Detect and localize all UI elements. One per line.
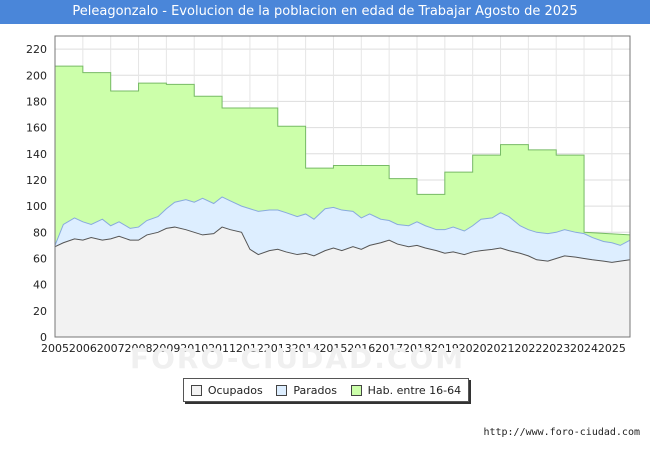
y-tick-label: 40 xyxy=(33,279,47,292)
x-tick-label: 2023 xyxy=(542,342,570,355)
plot-border xyxy=(54,35,631,338)
legend-swatch-hab xyxy=(350,384,362,396)
legend-item-ocupados: Ocupados xyxy=(190,383,263,397)
legend-label-hab: Hab. entre 16-64 xyxy=(367,383,462,397)
x-tick-label: 2024 xyxy=(570,342,598,355)
x-tick-label: 2006 xyxy=(69,342,97,355)
x-tick-label: 2015 xyxy=(319,342,347,355)
x-tick-label: 2005 xyxy=(41,342,69,355)
x-tick-label: 2018 xyxy=(403,342,431,355)
x-tick-label: 2017 xyxy=(375,342,403,355)
x-tick-label: 2014 xyxy=(292,342,320,355)
y-tick-label: 140 xyxy=(26,148,47,161)
y-tick-label: 120 xyxy=(26,174,47,187)
x-tick-label: 2011 xyxy=(208,342,236,355)
legend-item-parados: Parados xyxy=(276,384,337,397)
chart-title: Peleagonzalo - Evolucion de la poblacion… xyxy=(0,0,650,24)
x-tick-label: 2009 xyxy=(152,342,180,355)
legend-swatch-parados xyxy=(276,384,288,396)
x-tick-label: 2025 xyxy=(598,342,626,355)
chart-legend: Ocupados Parados Hab. entre 16-64 xyxy=(183,378,469,402)
x-tick-label: 2007 xyxy=(97,342,125,355)
x-tick-label: 2010 xyxy=(180,342,208,355)
y-tick-label: 60 xyxy=(33,252,47,265)
legend-swatch-ocupados xyxy=(190,384,202,396)
x-tick-label: 2008 xyxy=(125,342,153,355)
x-tick-label: 2016 xyxy=(347,342,375,355)
series-area-ocupados xyxy=(55,227,630,337)
x-tick-label: 2021 xyxy=(487,342,515,355)
legend-label-ocupados: Ocupados xyxy=(207,383,263,397)
x-tick-label: 2022 xyxy=(514,342,542,355)
x-tick-label: 2012 xyxy=(236,342,264,355)
y-tick-label: 0 xyxy=(40,331,47,344)
series-line-hab xyxy=(55,65,631,236)
x-tick-label: 2019 xyxy=(431,342,459,355)
y-tick-label: 200 xyxy=(26,69,47,82)
y-tick-label: 180 xyxy=(26,95,47,108)
x-tick-label: 2020 xyxy=(459,342,487,355)
series-line-ocupados xyxy=(54,226,631,263)
legend-item-hab: Hab. entre 16-64 xyxy=(350,383,462,397)
series-line-parados xyxy=(54,196,631,246)
y-tick-label: 100 xyxy=(26,200,47,213)
watermark: FORO-CIUDAD.COM xyxy=(130,342,466,375)
y-tick-label: 160 xyxy=(26,122,47,135)
source-url: http://www.foro-ciudad.com xyxy=(483,427,640,438)
y-tick-label: 80 xyxy=(33,226,47,239)
y-tick-label: 220 xyxy=(26,43,47,56)
chart-area: 0 20 40 60 80 100 120 140 160 180 200 220 2005 2006 20… xyxy=(0,24,650,450)
legend-label-parados: Parados xyxy=(293,383,337,397)
x-tick-label: 2013 xyxy=(264,342,292,355)
y-tick-label: 20 xyxy=(33,305,47,318)
